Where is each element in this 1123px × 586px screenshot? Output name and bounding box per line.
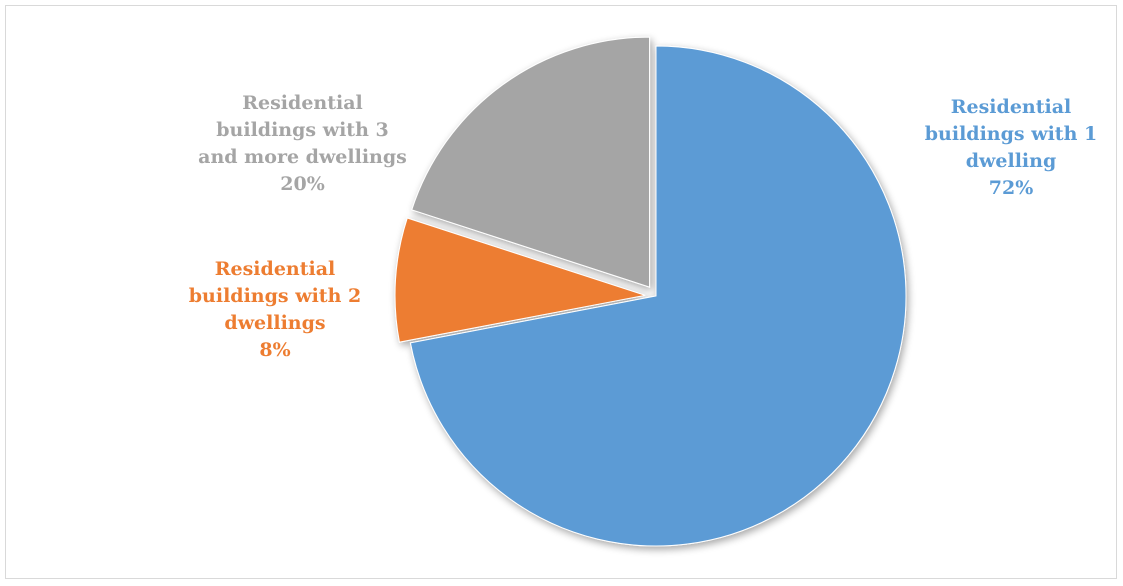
label-line: Residential xyxy=(950,96,1072,118)
pie-slice-2 xyxy=(394,217,646,343)
label-percent: 8% xyxy=(259,339,291,361)
label-line: Residential xyxy=(214,258,336,280)
slice-label-2-dwellings: Residential buildings with 2 dwellings 8… xyxy=(165,256,385,364)
label-line: dwelling xyxy=(965,150,1057,172)
slice-label-1-dwelling: Residential buildings with 1 dwelling 72… xyxy=(911,94,1111,202)
label-line: buildings with 2 xyxy=(188,285,362,307)
label-line: Residential xyxy=(242,92,363,114)
label-line: buildings with 1 xyxy=(924,123,1098,145)
pie-slice-3 xyxy=(411,36,651,288)
label-percent: 72% xyxy=(988,177,1034,199)
label-line: buildings with 3 xyxy=(216,119,389,141)
pie-slice-1 xyxy=(409,45,907,547)
label-percent: 20% xyxy=(280,173,325,195)
slice-label-3-more-dwellings: Residential buildings with 3 and more dw… xyxy=(175,90,430,198)
label-line: dwellings xyxy=(224,312,326,334)
label-line: and more dwellings xyxy=(198,146,407,168)
